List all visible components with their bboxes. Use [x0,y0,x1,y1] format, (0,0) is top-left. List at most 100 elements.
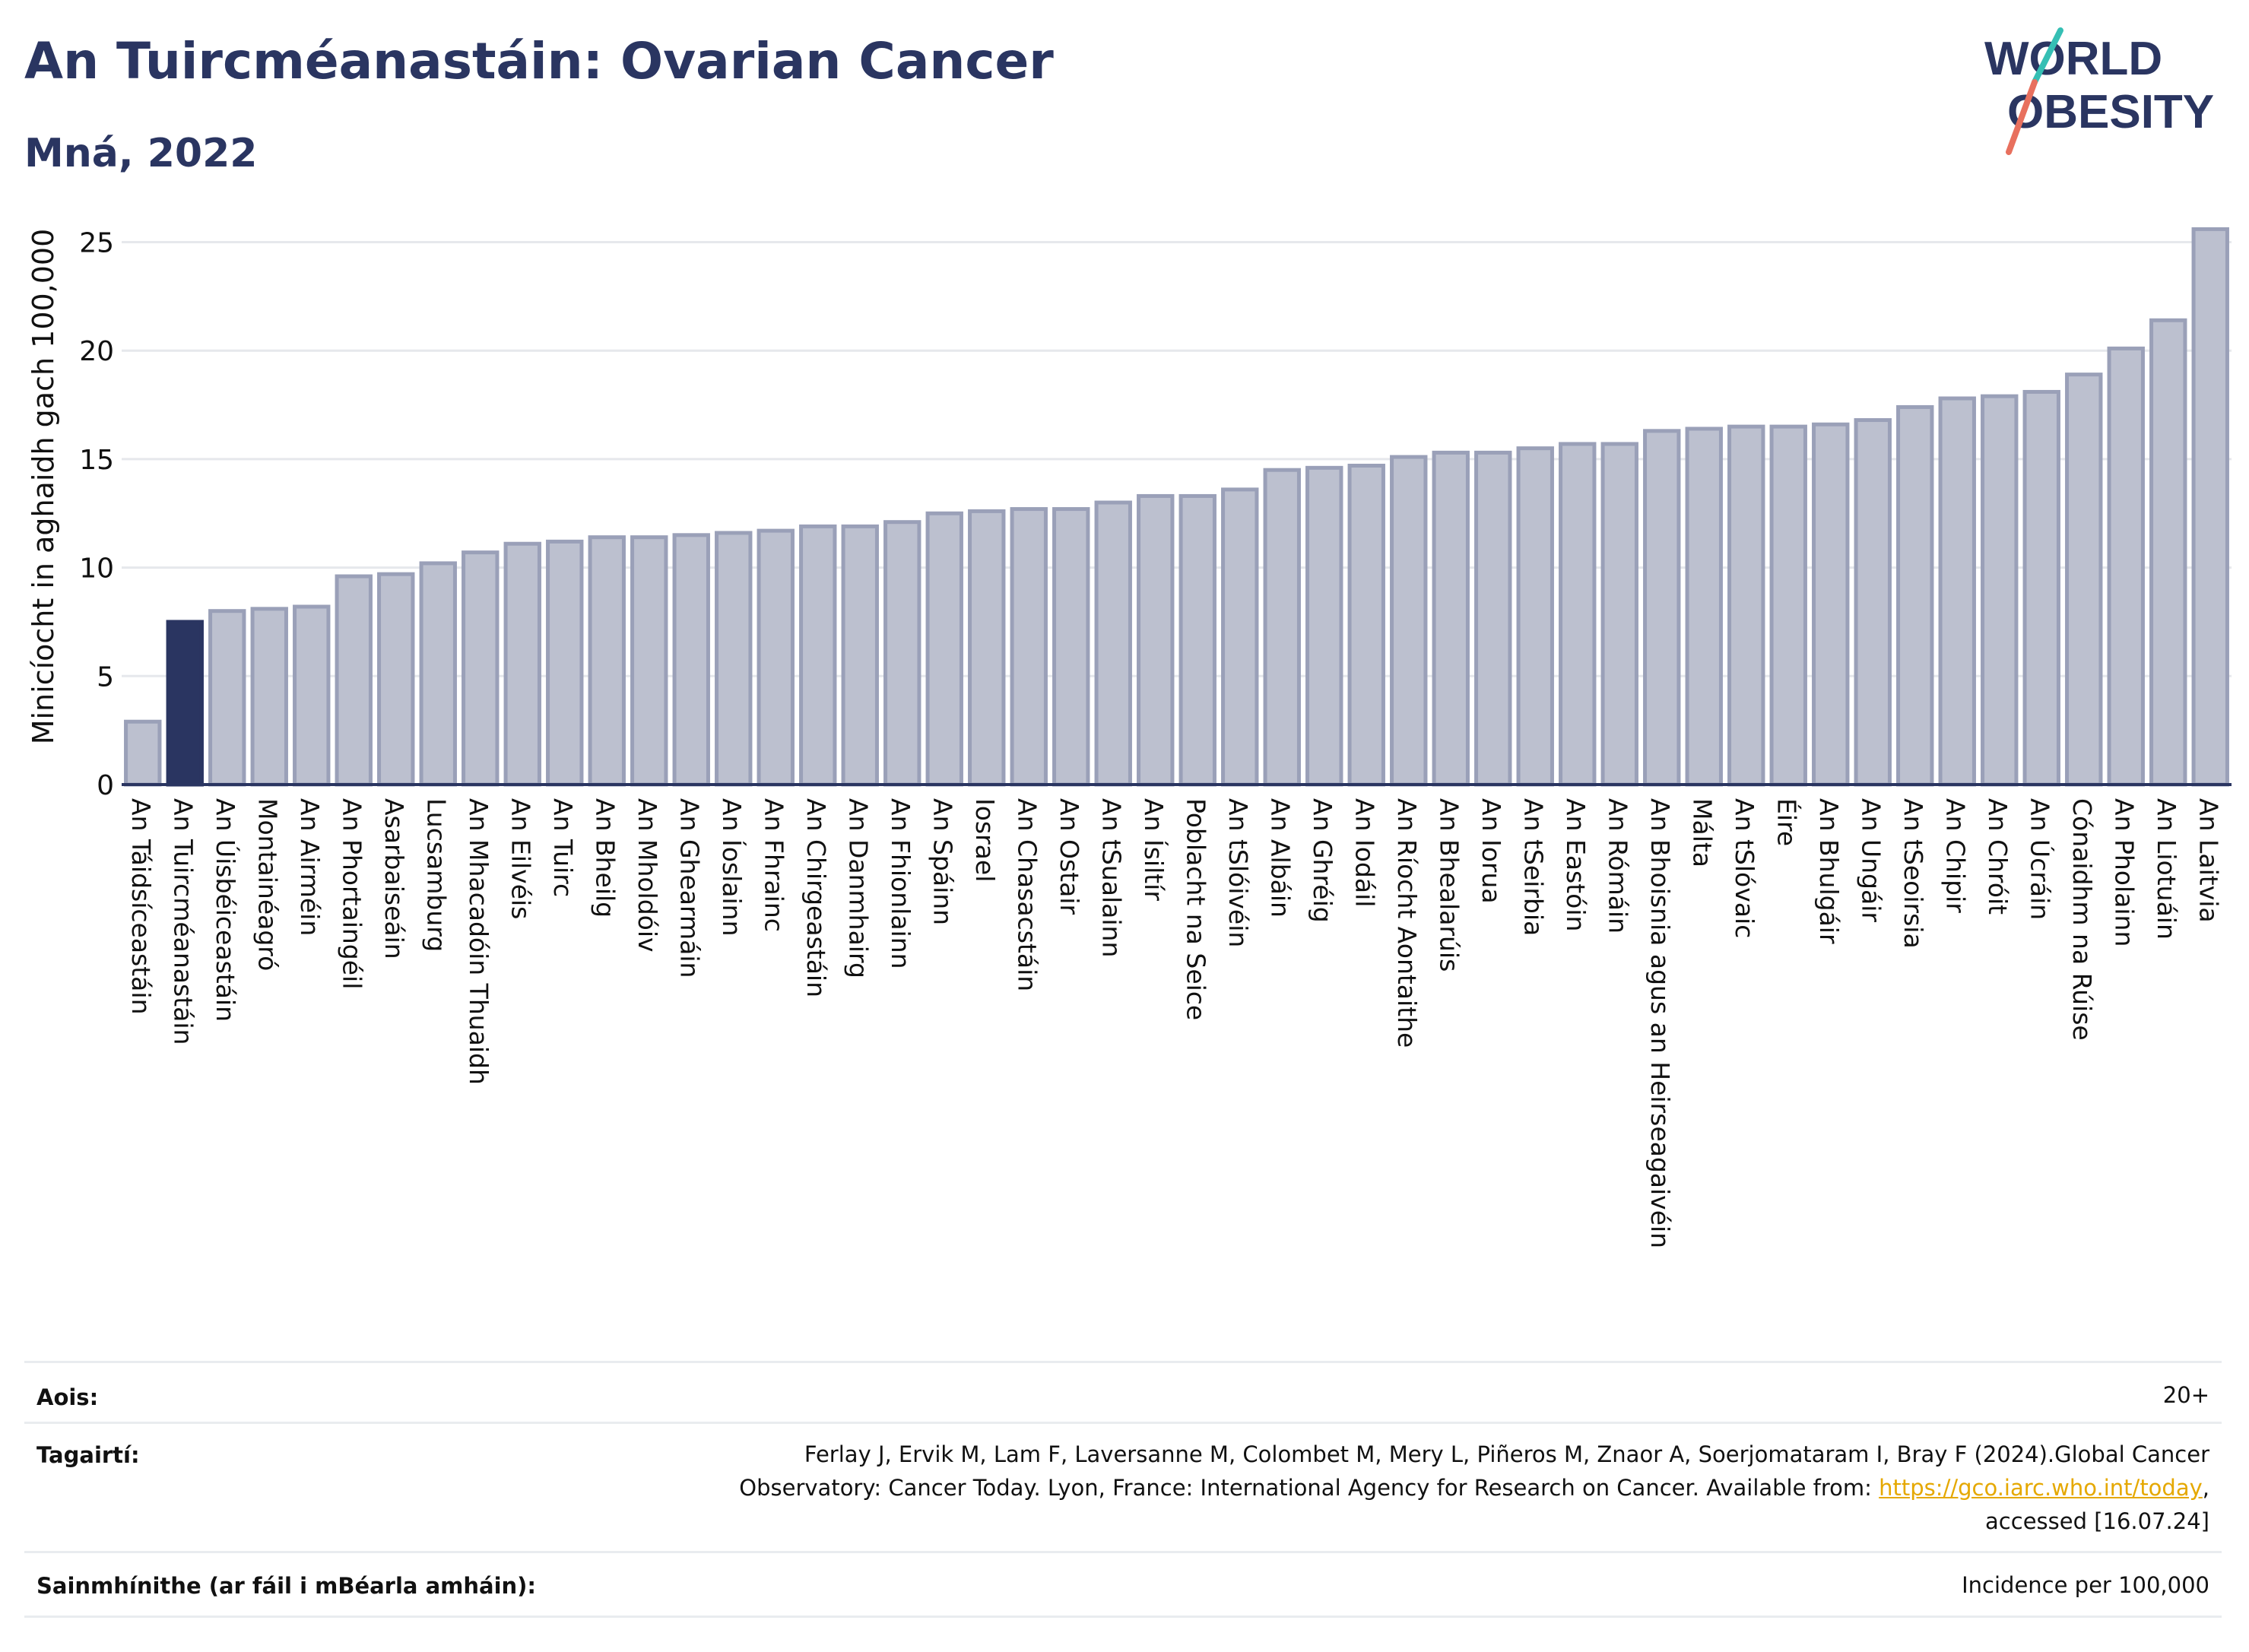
bar [1854,418,1892,787]
bar [715,531,753,787]
x-tick-label: An Ríocht Aontaithe [1392,798,1422,1048]
bar [419,561,457,787]
y-tick-label: 15 [79,445,114,476]
bar [1178,493,1216,787]
bar [2107,346,2145,787]
x-tick-labels: An Táidsíceastáin An Tuircméanastáin An Úi… [126,798,2224,1248]
bar [672,533,710,787]
x-tick-label: An Chipir [1940,798,1970,913]
reference-line-1: Ferlay J, Ervik M, Lam F, Laversanne M, … [804,1441,2209,1467]
bar [2065,373,2103,787]
definition-label: Sainmhínithe (ar fáil i mBéarla amháin): [36,1573,537,1599]
definition-row: Sainmhínithe (ar fáil i mBéarla amháin):… [24,1551,2222,1618]
bar [1812,422,1850,787]
page-title: An Tuircméanastáin: Ovarian Cancer [24,32,1054,90]
svg-text:OBESITY: OBESITY [2007,86,2214,138]
x-tick-label: An Chróit [1983,798,2013,915]
bar [799,524,837,787]
bar [1347,463,1385,787]
bar [1305,465,1343,787]
x-tick-label: An Fhrainc [759,798,788,932]
x-tick-label: Málta [1687,798,1717,867]
x-tick-label: An Eastóin [1561,798,1591,931]
bar [1516,446,1554,787]
x-tick-label: Poblacht na Seice [1181,798,1210,1020]
x-tick-label: An Bhulgáir [1814,798,1844,944]
bar [377,572,415,787]
x-tick-label: An Ghréig [1308,798,1337,923]
bar [462,550,500,787]
bar [503,541,541,787]
x-tick-label: Lucsamburg [421,798,451,952]
world-obesity-logo: WORLD OBESITY [1984,27,2214,155]
x-tick-label: An Iodáil [1350,798,1379,907]
bar [841,524,879,787]
reference-link[interactable]: https://gco.iarc.who.int/today [1879,1475,2203,1501]
x-tick-label: An Táidsíceastáin [126,798,156,1014]
x-tick-label: An Úisbéiceastáin [211,798,241,1022]
x-tick-label: An Airméin [295,798,325,936]
bar [925,511,963,787]
bar-highlighted [166,620,204,787]
x-tick-label: An tSeirbia [1518,798,1548,936]
reference-text: Ferlay J, Ervik M, Lam F, Laversanne M, … [309,1438,2209,1538]
x-tick-label: An Liotuáin [2152,798,2181,940]
x-tick-label: An Ghearmáin [674,798,704,978]
bar [1938,396,1976,787]
bar [293,604,331,787]
x-tick-label: Iosrael [970,798,1000,882]
bar [1010,507,1048,787]
x-tick-label: An Fhionlainn [886,798,915,969]
x-tick-label: An tSlóvaic [1730,798,1759,938]
bar [588,535,626,787]
x-tick-label: An Ísiltír [1139,798,1169,901]
y-tick-label: 5 [97,661,114,693]
x-tick-label: An Íoslainn [717,798,747,936]
y-tick-label: 20 [79,336,114,367]
x-tick-label: An Danmhairg [843,798,873,978]
y-axis-label: Minicíocht in aghaidh gach 100,000 [27,229,60,745]
x-tick-label: An Chirgeastáin [801,798,831,997]
page-subtitle: Mná, 2022 [24,131,258,176]
reference-line-2: Observatory: Cancer Today. Lyon, France:… [309,1471,2209,1505]
bar [883,520,921,787]
bar [1559,442,1597,787]
x-tick-label: An Rómáin [1603,798,1632,934]
x-tick-label: An Albáin [1265,798,1295,918]
x-tick-label: An Pholainn [2109,798,2139,946]
x-tick-label: An Tuirc [548,798,578,897]
bar [1600,442,1638,787]
age-row: Aois: 20+ [24,1361,2222,1424]
bar [1432,450,1470,787]
bar [546,539,584,787]
x-tick-label: An Úcráin [2025,798,2055,920]
age-label: Aois: [36,1384,99,1410]
x-tick-label: Montainéagró [252,798,282,971]
x-tick-label: An Mhacadóin Thuaidh [464,798,493,1085]
x-tick-label: An Iorua [1477,798,1506,904]
y-tick-label: 0 [97,770,114,801]
bar-chart: 0 5 10 15 20 25 An Táidsíceastáin An Tuircméan… [27,227,2232,1248]
reference-row: Tagairtí: Ferlay J, Ervik M, Lam F, Lave… [24,1422,2222,1553]
x-tick-label: An Laitvia [2193,798,2223,923]
bar [1094,500,1132,787]
x-tick-label: An Spáinn [928,798,957,925]
bar [1263,468,1301,787]
x-tick-label: Asarbaiseáin [379,798,409,959]
bar [208,609,246,787]
bars [124,227,2229,787]
bar [1221,487,1259,787]
x-tick-label: An Tuircméanastáin [168,798,198,1045]
x-tick-label: Cónaidhm na Rúise [2067,798,2097,1041]
x-tick-label: An Bhealarúis [1434,798,1464,972]
bar [2191,227,2229,787]
x-tick-label: An tSualainn [1096,798,1126,957]
bar [1052,507,1090,787]
bar [1685,426,1723,787]
bar [1896,404,1934,787]
x-tick-label: An Bhoisnia agus an Heirseagaivéin [1645,798,1675,1248]
x-tick-label: An Chasacstáin [1012,798,1042,991]
bar [335,574,373,787]
reference-line-2-prefix: Observatory: Cancer Today. Lyon, France:… [739,1475,1879,1501]
bar [2022,389,2060,787]
